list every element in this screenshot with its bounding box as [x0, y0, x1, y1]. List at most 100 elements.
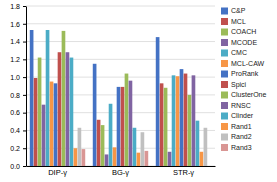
- y-tick-label: 1.2: [10, 56, 20, 63]
- y-tick-mark: [23, 42, 26, 43]
- bar: [82, 149, 86, 166]
- bar: [74, 148, 78, 166]
- y-tick: 0.8: [10, 92, 26, 99]
- y-tick-mark: [23, 148, 26, 149]
- bar: [188, 95, 192, 166]
- legend-label: C&P: [231, 7, 246, 14]
- legend-label: MCL: [231, 18, 246, 25]
- bar: [164, 88, 168, 166]
- y-tick-mark: [23, 166, 26, 167]
- bar: [38, 58, 42, 166]
- legend-swatch: [221, 39, 228, 46]
- bar: [66, 52, 70, 166]
- y-tick-label: 1.4: [10, 38, 20, 45]
- bar: [121, 87, 125, 166]
- legend-swatch: [221, 102, 228, 109]
- legend-label: Spici: [231, 81, 247, 89]
- legend-swatch: [221, 18, 228, 25]
- bar: [172, 75, 176, 166]
- bar: [42, 105, 46, 166]
- y-tick-label: 1.6: [10, 21, 20, 28]
- x-axis-line: [27, 166, 216, 167]
- bar: [208, 166, 212, 167]
- bar-series: [62, 31, 192, 166]
- legend-item: Rand2: [221, 133, 252, 140]
- grid-line: [26, 23, 215, 24]
- y-tick-mark: [23, 24, 26, 25]
- legend-swatch: [221, 92, 228, 99]
- y-tick-mark: [23, 95, 26, 96]
- bar: [168, 152, 172, 166]
- y-tick: 1.2: [10, 56, 26, 63]
- y-tick: 0.2: [10, 145, 26, 152]
- bar: [145, 151, 149, 166]
- x-tick-label: STR-γ: [173, 168, 194, 177]
- bar: [101, 125, 105, 166]
- bar: [156, 37, 160, 166]
- bar: [46, 30, 50, 166]
- legend-label: Clinder: [231, 112, 254, 119]
- bar: [113, 147, 117, 166]
- bar: [97, 120, 101, 166]
- grid-line: [26, 41, 215, 42]
- legend-label: Rand3: [231, 144, 252, 151]
- legend-item: MCODE: [221, 39, 257, 46]
- bar-series: [78, 128, 208, 166]
- y-tick: 0.4: [10, 127, 26, 134]
- bar: [105, 154, 109, 166]
- grid-line: [26, 6, 215, 7]
- legend: C&P MCL COACH MCODE CMC MCL-CAW ProRank Spici Cl…: [221, 7, 267, 151]
- y-tick-label: 1.8: [10, 3, 20, 10]
- legend-item: COACH: [221, 28, 256, 35]
- legend-item: Spici: [221, 81, 247, 89]
- bar-series: [82, 149, 149, 166]
- bar-series: [34, 78, 164, 166]
- legend-swatch: [221, 71, 228, 78]
- legend-label: CMC: [231, 49, 247, 56]
- y-tick-label: 0.6: [10, 109, 20, 116]
- y-tick-mark: [23, 77, 26, 78]
- bar-series: [58, 52, 188, 166]
- bar: [54, 83, 58, 166]
- bar: [50, 82, 54, 166]
- bar: [133, 128, 137, 166]
- legend-item: Rand1: [221, 123, 252, 130]
- legend-item: MCL-CAW: [221, 60, 265, 67]
- y-tick-label: 0.4: [10, 127, 20, 134]
- y-axis-line: [26, 7, 27, 167]
- bar: [137, 153, 141, 166]
- y-tick-label: 0.8: [10, 92, 20, 99]
- y-tick-label: 0.2: [10, 145, 20, 152]
- grid-line: [26, 59, 215, 60]
- legend-item: ClusterOne: [221, 91, 267, 98]
- bar: [184, 74, 188, 166]
- bar: [34, 78, 38, 166]
- bar: [93, 64, 97, 166]
- bar: [200, 152, 204, 166]
- bar-series: [46, 30, 176, 166]
- legend-swatch: [221, 134, 228, 141]
- y-tick: 1.8: [10, 3, 26, 10]
- legend-label: MCODE: [231, 39, 257, 46]
- y-tick-mark: [23, 6, 26, 7]
- bar: [204, 128, 208, 166]
- legend-item: Clinder: [221, 112, 254, 119]
- legend-label: Rand1: [231, 123, 252, 130]
- legend-swatch: [221, 50, 228, 57]
- legend-swatch: [221, 8, 228, 15]
- legend-swatch: [221, 81, 228, 88]
- y-tick-mark: [23, 113, 26, 114]
- bars: [30, 30, 207, 166]
- plot: 0.00.20.40.60.81.01.21.41.61.8DIP-γBG-γS…: [10, 3, 215, 178]
- grid: [26, 6, 215, 166]
- y-tick: 0.6: [10, 109, 26, 116]
- bar: [70, 58, 74, 166]
- y-tick: 1.0: [10, 74, 26, 81]
- legend-item: ProRank: [221, 70, 259, 77]
- legend-label: COACH: [231, 28, 256, 35]
- bar-series: [74, 148, 204, 166]
- legend-swatch: [221, 29, 228, 36]
- bar: [58, 52, 62, 166]
- y-tick: 0.0: [10, 163, 26, 170]
- legend-item: RNSC: [221, 102, 251, 109]
